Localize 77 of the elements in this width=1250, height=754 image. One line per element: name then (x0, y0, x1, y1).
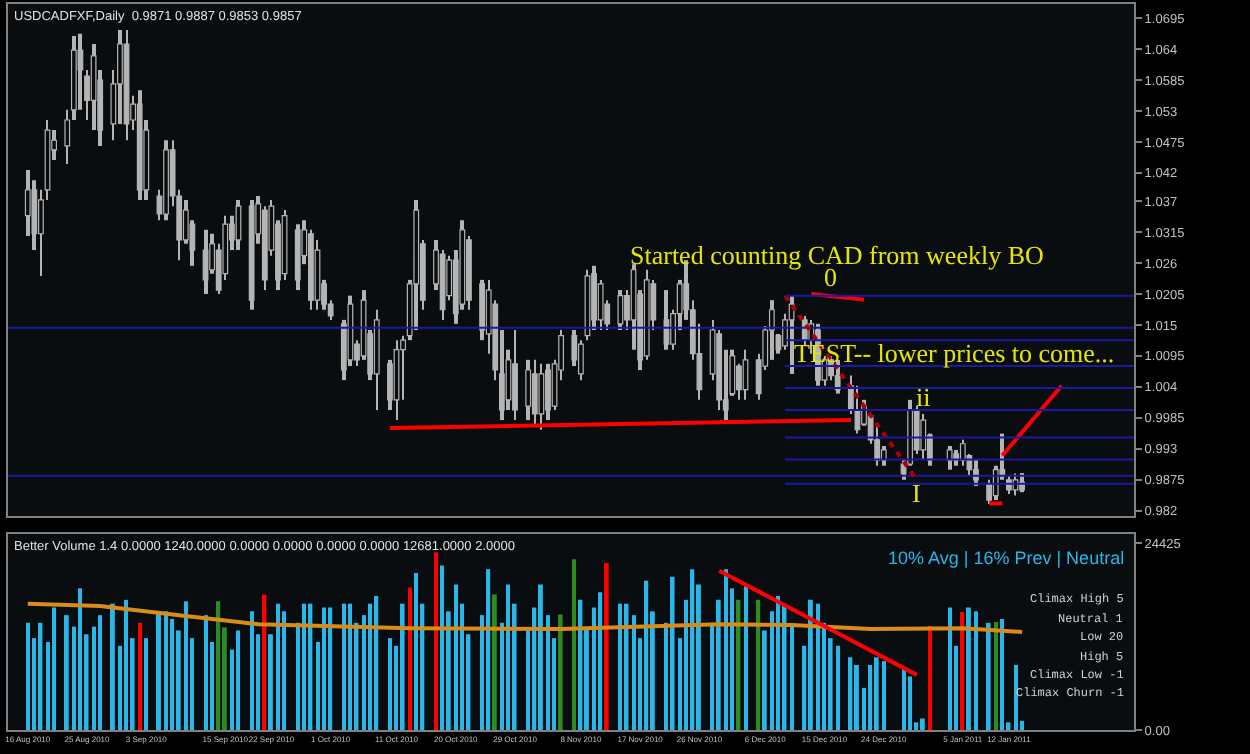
bar (78, 588, 82, 730)
line-series (25, 601, 1025, 634)
bar (492, 594, 497, 730)
bar (388, 638, 392, 730)
bar (64, 615, 69, 730)
bar (816, 603, 820, 730)
bar (164, 611, 168, 730)
bar (848, 657, 853, 730)
bar (184, 601, 188, 730)
bar (302, 603, 306, 730)
bar (874, 657, 879, 730)
bar (790, 626, 794, 730)
bar (400, 603, 405, 730)
bar (98, 615, 102, 730)
bar (1014, 664, 1018, 730)
bar (322, 607, 326, 730)
bar (632, 615, 636, 730)
bar (374, 596, 379, 730)
bar (124, 599, 128, 730)
bar (38, 622, 43, 730)
bar (434, 552, 438, 730)
annotation: I (912, 478, 921, 508)
bar (966, 607, 971, 730)
bar (756, 599, 761, 730)
bar (994, 622, 998, 730)
bar (836, 645, 840, 730)
bar (670, 576, 675, 730)
bar (414, 573, 418, 730)
bar (986, 622, 991, 730)
bar (690, 569, 695, 730)
bar (236, 630, 240, 730)
bar (138, 622, 142, 730)
bar (854, 664, 859, 730)
bar (960, 612, 965, 730)
bar (250, 611, 254, 730)
bar (440, 565, 445, 730)
bar (724, 569, 728, 730)
bar (144, 638, 148, 730)
bar (908, 676, 912, 730)
bar (644, 580, 649, 730)
bar (342, 603, 346, 730)
bar (558, 614, 563, 730)
bar (948, 607, 952, 730)
bar (348, 603, 352, 730)
bar (882, 661, 886, 730)
bar (368, 603, 372, 730)
bar (262, 594, 267, 730)
bar (52, 607, 56, 730)
bar (276, 603, 280, 730)
bar (1000, 618, 1004, 730)
bar (618, 603, 622, 730)
bar (776, 596, 780, 730)
bar (902, 668, 906, 730)
bar (454, 584, 458, 730)
bar (156, 611, 161, 730)
bar (204, 615, 208, 730)
bar (216, 601, 221, 730)
bar (598, 592, 603, 730)
annotation: ii (916, 382, 932, 412)
bar (974, 611, 978, 730)
text: 10% Avg | 16% Prev | Neutral (888, 548, 1125, 568)
bar (506, 584, 510, 730)
bar (408, 587, 412, 730)
bar (486, 569, 491, 730)
bar (744, 584, 748, 730)
bar (808, 599, 813, 730)
bar (282, 611, 287, 730)
bar (110, 603, 115, 730)
bar (868, 664, 873, 730)
bar (604, 563, 609, 730)
bar (928, 625, 932, 730)
bar (538, 584, 543, 730)
bar (920, 718, 925, 730)
bar (328, 607, 333, 730)
bar (572, 559, 576, 730)
bar (170, 618, 175, 730)
bar (26, 622, 30, 730)
